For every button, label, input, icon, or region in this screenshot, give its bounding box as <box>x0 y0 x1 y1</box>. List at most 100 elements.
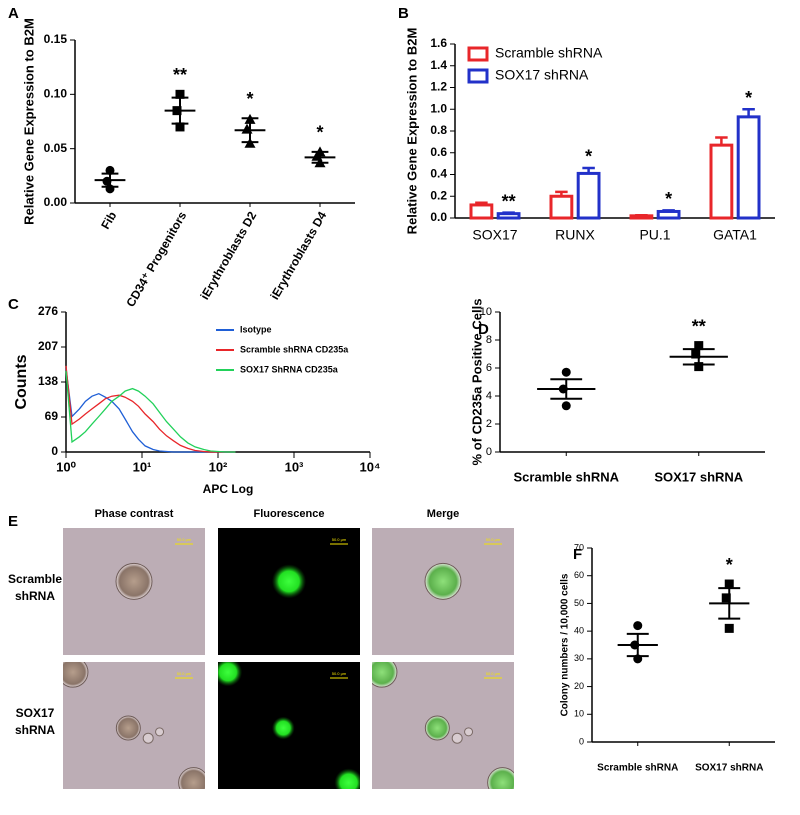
data-point <box>724 623 734 633</box>
y-tick-label: 138 <box>38 374 58 388</box>
cell <box>424 715 450 741</box>
y-tick-label: 4 <box>486 390 492 402</box>
y-tick-label: 0.00 <box>44 195 68 209</box>
y-tick-label: 8 <box>486 334 492 346</box>
x-tick-label: RUNX <box>555 227 595 243</box>
y-tick-label: 0.8 <box>430 123 447 137</box>
error-bar <box>241 117 259 144</box>
y-tick-label: 20 <box>574 681 584 691</box>
x-tick-label: Scramble shRNA <box>597 763 678 774</box>
legend-swatch <box>467 46 489 62</box>
x-tick-label: SOX17 <box>472 227 517 243</box>
y-axis-title: Relative Gene Expression to B2M <box>21 18 36 225</box>
significance: ** <box>692 316 706 336</box>
legend-label: SOX17 shRNA <box>495 67 589 83</box>
cell <box>424 562 462 600</box>
fluorescent-cell <box>218 662 243 687</box>
y-tick-label: 60 <box>574 570 584 580</box>
y-tick-label: 69 <box>45 409 59 423</box>
legend-label: Scramble shRNA <box>495 45 603 61</box>
y-tick-label: 30 <box>574 653 584 663</box>
x-tick-label: SOX17 shRNA <box>695 763 763 774</box>
y-tick-label: 40 <box>574 626 584 636</box>
x-tick-label: GATA1 <box>713 227 757 243</box>
x-tick-label: 10⁰ <box>56 459 76 474</box>
column-header: Merge <box>427 508 459 520</box>
scale-bar-label: 50.0 μm <box>177 537 192 542</box>
error-bar <box>682 348 715 366</box>
x-tick-label: SOX17 shRNA <box>654 469 743 484</box>
y-tick-label: 70 <box>574 542 584 552</box>
y-tick-label: 1.0 <box>430 101 447 115</box>
column-header: Phase contrast <box>95 508 174 520</box>
row-label: Scramble <box>8 572 62 586</box>
histogram-line <box>65 365 236 453</box>
micrograph: 50.0 μm <box>218 662 360 789</box>
x-tick-label: 10⁴ <box>360 459 381 474</box>
data-point <box>561 367 571 377</box>
data-point <box>633 621 643 631</box>
panel-label: F <box>573 546 582 563</box>
y-tick-label: 1.2 <box>430 80 447 94</box>
significance: * <box>585 147 592 167</box>
scale-bar-label: 50.0 μm <box>332 537 347 542</box>
legend-label: SOX17 ShRNA CD235a <box>240 364 339 374</box>
significance: * <box>246 89 253 109</box>
x-axis-title: APC Log <box>203 482 254 496</box>
y-tick-label: 207 <box>38 339 58 353</box>
y-tick-label: 1.4 <box>430 58 447 72</box>
micrograph: 50.0 μm <box>63 528 205 655</box>
panel-label: E <box>8 513 18 530</box>
x-tick-label: iErythroblasts D4 <box>268 209 330 302</box>
cell <box>142 732 154 744</box>
cell <box>115 715 141 741</box>
y-axis-title: Relative Gene Expression to B2M <box>404 28 419 235</box>
y-tick-label: 0.6 <box>430 145 447 159</box>
scale-bar-label: 50.0 μm <box>486 537 501 542</box>
x-tick-label: PU.1 <box>639 227 670 243</box>
y-tick-label: 0.2 <box>430 188 447 202</box>
cell <box>115 562 153 600</box>
significance: * <box>316 123 323 143</box>
y-tick-label: 6 <box>486 362 492 374</box>
y-tick-label: 1.6 <box>430 36 447 50</box>
error-bar <box>718 587 741 620</box>
column-header: Fluorescence <box>254 508 325 520</box>
error-bar <box>101 172 119 188</box>
error-bar <box>311 150 329 164</box>
bar <box>549 194 574 220</box>
cell <box>155 727 165 737</box>
y-tick-label: 2 <box>486 418 492 430</box>
x-tick-label: CD34⁺ Progenitors <box>123 209 189 310</box>
legend-swatch <box>467 68 489 84</box>
x-tick-label: 10² <box>209 459 228 474</box>
cell <box>464 727 474 737</box>
x-tick-label: Scramble shRNA <box>514 469 620 484</box>
bar <box>656 209 681 220</box>
y-tick-label: 0.05 <box>44 141 68 155</box>
y-tick-label: 0.15 <box>44 32 68 46</box>
x-tick-label: 10³ <box>285 459 304 474</box>
scale-bar-label: 50.0 μm <box>332 671 347 676</box>
cell <box>372 662 398 688</box>
data-point <box>105 165 115 175</box>
y-tick-label: 0 <box>579 736 584 746</box>
significance: * <box>726 555 733 575</box>
bar <box>736 115 761 220</box>
significance: * <box>665 189 672 209</box>
bar <box>469 203 494 220</box>
cell <box>451 732 463 744</box>
legend-label: Isotype <box>240 324 272 334</box>
y-tick-label: 10 <box>574 709 584 719</box>
x-tick-label: Fib <box>98 209 119 232</box>
cell <box>487 767 514 789</box>
y-tick-label: 0.4 <box>430 167 447 181</box>
data-point <box>561 401 571 411</box>
x-tick-label: 10¹ <box>133 459 152 474</box>
data-point <box>175 122 185 132</box>
scale-bar-label: 50.0 μm <box>177 671 192 676</box>
significance: * <box>745 88 752 108</box>
y-tick-label: 0.10 <box>44 87 68 101</box>
data-point <box>691 349 701 359</box>
